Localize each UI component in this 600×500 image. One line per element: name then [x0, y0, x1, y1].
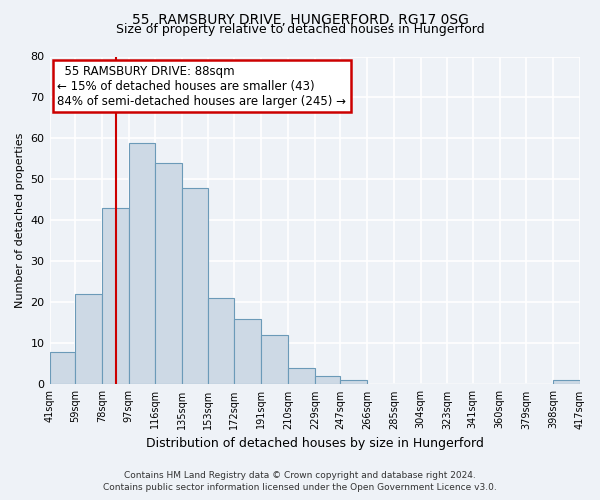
Text: Contains HM Land Registry data © Crown copyright and database right 2024.
Contai: Contains HM Land Registry data © Crown c… — [103, 471, 497, 492]
Bar — [50, 352, 75, 384]
Bar — [288, 368, 315, 384]
X-axis label: Distribution of detached houses by size in Hungerford: Distribution of detached houses by size … — [146, 437, 484, 450]
Bar — [553, 380, 580, 384]
Bar — [182, 188, 208, 384]
Bar — [128, 142, 155, 384]
Bar — [315, 376, 340, 384]
Bar — [208, 298, 235, 384]
Text: 55, RAMSBURY DRIVE, HUNGERFORD, RG17 0SG: 55, RAMSBURY DRIVE, HUNGERFORD, RG17 0SG — [131, 12, 469, 26]
Bar — [340, 380, 367, 384]
Bar — [102, 208, 128, 384]
Text: 55 RAMSBURY DRIVE: 88sqm
← 15% of detached houses are smaller (43)
84% of semi-d: 55 RAMSBURY DRIVE: 88sqm ← 15% of detach… — [58, 64, 346, 108]
Y-axis label: Number of detached properties: Number of detached properties — [15, 133, 25, 308]
Bar — [261, 335, 288, 384]
Text: Size of property relative to detached houses in Hungerford: Size of property relative to detached ho… — [116, 22, 484, 36]
Bar — [155, 163, 182, 384]
Bar — [75, 294, 102, 384]
Bar — [235, 319, 261, 384]
